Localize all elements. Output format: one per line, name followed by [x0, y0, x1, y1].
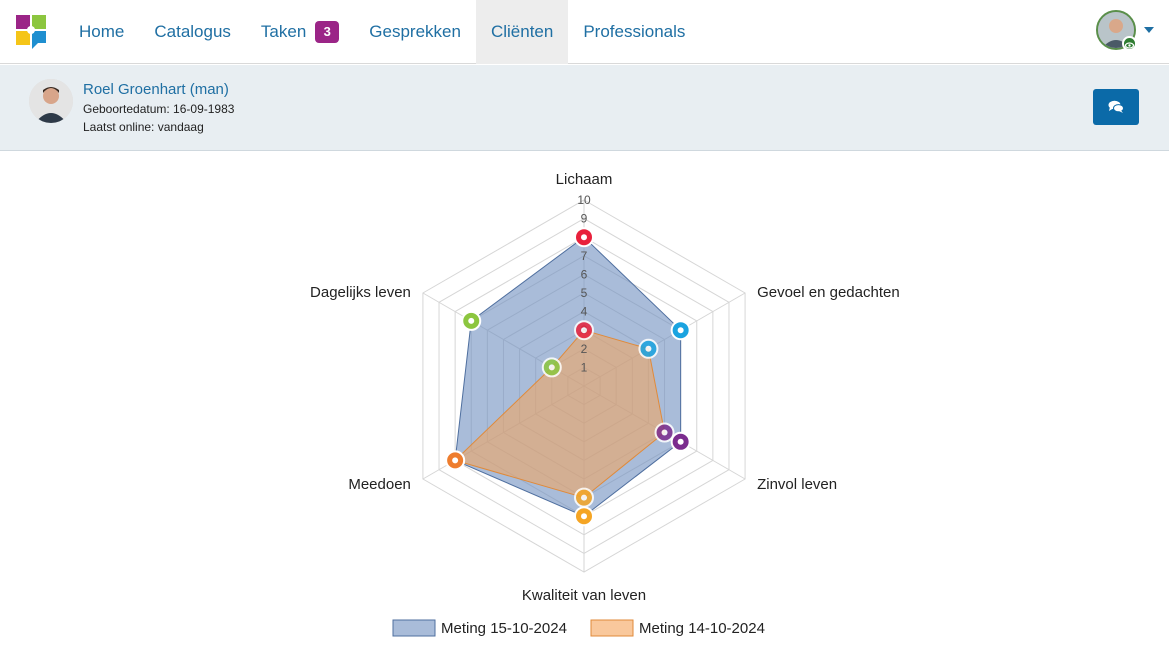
client-header: Roel Groenhart (man) Geboortedatum: 16-0… — [0, 65, 1169, 151]
tick-label: 5 — [581, 286, 588, 300]
data-point[interactable] — [445, 450, 466, 471]
data-point[interactable] — [541, 357, 562, 378]
lightbulb-icon — [581, 513, 587, 520]
legend-label-1: Meting 15-10-2024 — [441, 620, 567, 637]
running-icon — [581, 234, 587, 241]
main-navigation: Home Catalogus Taken 3 Gesprekken Cliënten Pro… — [64, 0, 700, 64]
data-point[interactable] — [574, 320, 594, 341]
person-idea-icon — [677, 327, 684, 334]
data-point[interactable] — [574, 227, 594, 248]
data-point[interactable] — [461, 310, 482, 331]
sofa-icon — [468, 317, 475, 324]
eye-icon — [1122, 36, 1137, 51]
person-idea-icon — [645, 345, 652, 352]
data-point[interactable] — [574, 487, 594, 508]
legend-label-2: Meting 14-10-2024 — [639, 620, 765, 637]
tick-label: 1 — [581, 360, 588, 374]
nav-clienten-label: Cliënten — [490, 22, 554, 41]
tick-label: 2 — [581, 342, 588, 356]
nav-catalogus[interactable]: Catalogus — [139, 0, 246, 64]
nav-gesprekken-label: Gesprekken — [369, 22, 461, 41]
sign-person-icon — [677, 438, 684, 445]
data-point[interactable] — [574, 506, 594, 527]
axis-label: Lichaam — [556, 171, 613, 188]
data-point[interactable] — [638, 338, 659, 359]
client-birthdate: Geboortedatum: 16-09-1983 — [83, 102, 235, 116]
chat-button[interactable] — [1093, 89, 1139, 125]
sign-person-icon — [661, 429, 668, 436]
nav-clienten[interactable]: Cliënten — [475, 0, 569, 64]
sofa-icon — [548, 364, 555, 371]
client-avatar — [29, 79, 73, 123]
nav-taken-label: Taken — [260, 22, 307, 41]
nav-home[interactable]: Home — [64, 0, 139, 64]
nav-professionals-label: Professionals — [583, 22, 686, 41]
app-logo[interactable] — [16, 15, 48, 49]
top-navbar: Home Catalogus Taken 3 Gesprekken Cliënten Pro… — [0, 0, 1169, 64]
nav-professionals[interactable]: Professionals — [568, 0, 700, 64]
user-avatar[interactable] — [1096, 10, 1136, 50]
axis-label: Meedoen — [348, 476, 411, 493]
tick-label: 4 — [581, 305, 588, 319]
data-point[interactable] — [670, 431, 691, 452]
radar-chart: 12345678910LichaamGevoel en gedachtenZin… — [310, 171, 900, 637]
tick-label: 7 — [581, 249, 588, 263]
nav-taken[interactable]: Taken 3 — [246, 0, 354, 64]
tasks-count-badge: 3 — [315, 21, 340, 43]
tick-label: 9 — [581, 212, 588, 226]
chevron-down-icon[interactable] — [1144, 27, 1154, 33]
meedoen-icon — [452, 457, 459, 464]
tick-label: 10 — [577, 193, 591, 207]
running-icon — [581, 327, 587, 334]
axis-label: Zinvol leven — [757, 476, 837, 493]
tick-label: 6 — [581, 267, 588, 281]
data-point[interactable] — [654, 422, 675, 443]
lightbulb-icon — [581, 494, 587, 501]
nav-home-label: Home — [79, 22, 125, 41]
comments-icon — [1108, 100, 1124, 113]
client-last-online: Laatst online: vandaag — [83, 120, 204, 134]
axis-label: Kwaliteit van leven — [522, 587, 646, 604]
axis-label: Gevoel en gedachten — [757, 284, 900, 301]
user-menu[interactable] — [1096, 10, 1158, 52]
nav-catalogus-label: Catalogus — [154, 22, 231, 41]
client-name-link[interactable]: Roel Groenhart (man) — [83, 81, 229, 98]
axis-label: Dagelijks leven — [310, 284, 411, 301]
legend-swatch-1 — [392, 619, 436, 637]
nav-gesprekken[interactable]: Gesprekken — [354, 0, 476, 64]
legend-swatch-2 — [590, 619, 634, 637]
data-point[interactable] — [670, 320, 691, 341]
